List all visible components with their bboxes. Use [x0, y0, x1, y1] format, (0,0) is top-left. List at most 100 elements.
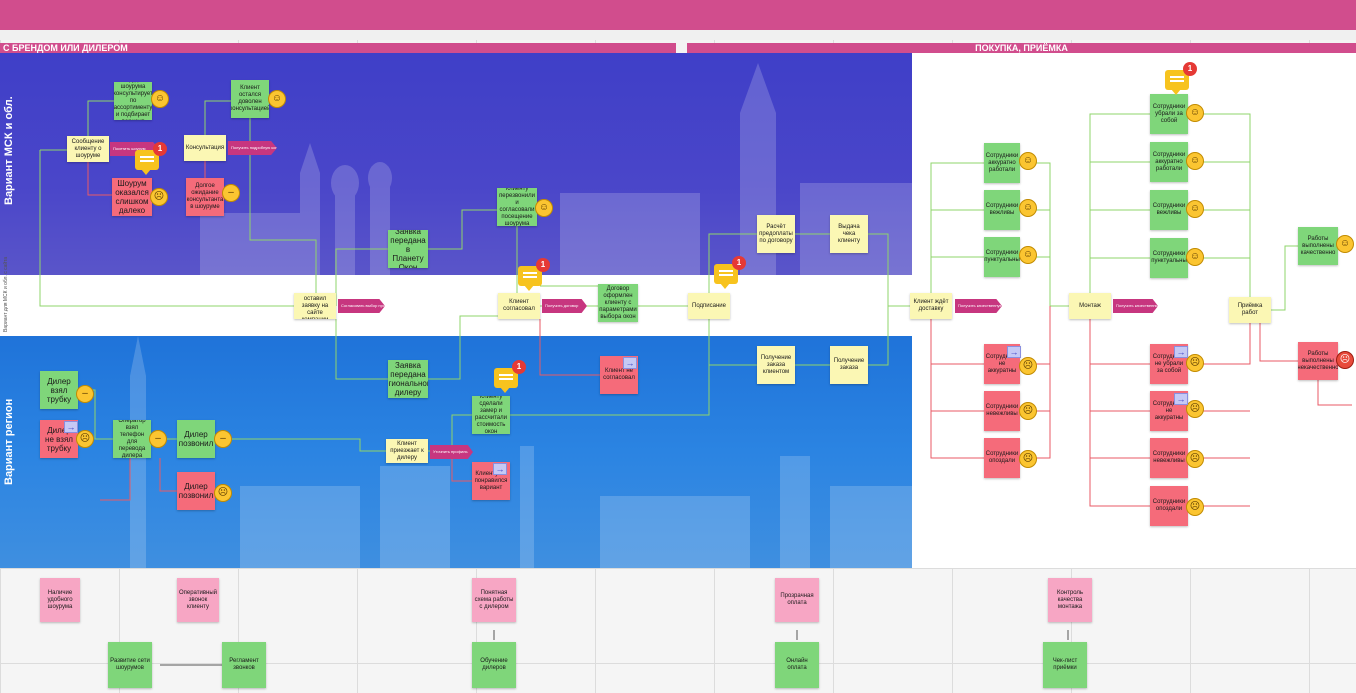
happy-face-icon: ☺ — [1186, 104, 1204, 122]
sticky-note-n29[interactable]: Сотрудники вежливы — [984, 190, 1020, 230]
sticky-note-n44[interactable]: Работы выполнены качественно — [1298, 227, 1338, 265]
goal-arrow-tag[interactable]: Получить качественную доставку — [955, 299, 1002, 313]
sticky-note-b1[interactable]: Наличие удобного шоурума — [40, 578, 80, 622]
link-arrow-icon[interactable]: → — [1007, 346, 1021, 358]
sticky-note-n12[interactable]: Подписание — [688, 293, 730, 319]
neutral-face-icon: – — [214, 430, 232, 448]
sticky-note-n41[interactable]: Сотрудники невежливы — [1150, 438, 1188, 478]
sad-face-icon: ☹ — [1019, 450, 1037, 468]
sticky-note-n43[interactable]: Приёмка работ — [1229, 297, 1271, 323]
sticky-note-n45[interactable]: Работы выполнены некачественно — [1298, 342, 1338, 380]
goal-arrow-tag[interactable]: Согласовать выбор профиля — [338, 299, 385, 313]
sticky-note-n8[interactable]: Заявка передана в Планету Окон — [388, 230, 428, 268]
happy-face-icon: ☺ — [1186, 152, 1204, 170]
comment-icon[interactable] — [494, 368, 518, 393]
sticky-note-b6[interactable]: Развитие сети шоурумов — [108, 642, 152, 688]
comment-count-badge: 1 — [512, 360, 526, 374]
sticky-note-b2[interactable]: Оперативный звонок клиенту — [177, 578, 219, 622]
stage-label-purchase: ПОКУПКА, ПРИЁМКА — [687, 43, 1356, 53]
sticky-note-n1[interactable]: Сотрудник шоурума консультирует по ассор… — [114, 82, 152, 120]
neutral-face-icon: – — [149, 430, 167, 448]
sad-face-icon: ☹ — [214, 484, 232, 502]
sad-face-icon: ☹ — [1186, 498, 1204, 516]
sticky-note-n17[interactable]: Получение заказа клиентом — [757, 346, 795, 384]
comment-icon[interactable] — [518, 266, 542, 291]
sticky-note-n4[interactable]: Консультация — [184, 135, 226, 161]
sticky-note-b7[interactable]: Регламент звонков — [222, 642, 266, 688]
comment-count-badge: 1 — [732, 256, 746, 270]
sticky-note-n2[interactable]: Клиент остался доволен консультацией — [231, 80, 269, 118]
link-arrow-icon[interactable]: → — [1174, 393, 1188, 405]
sticky-note-n27[interactable]: Клиент ждёт доставку — [910, 293, 952, 319]
sticky-note-n34[interactable]: Монтаж — [1069, 293, 1111, 319]
sticky-note-n32[interactable]: Сотрудники невежливы — [984, 391, 1020, 431]
sticky-note-n42[interactable]: Сотрудники опоздали — [1150, 486, 1188, 526]
sticky-note-b10[interactable]: Чек-лист приёмки — [1043, 642, 1087, 688]
sticky-note-b8[interactable]: Обучение дилеров — [472, 642, 516, 688]
insights-area — [0, 568, 1356, 693]
happy-face-icon: ☺ — [151, 90, 169, 108]
sticky-note-n6[interactable]: Долгое ожидание консультанта в шоуруме — [186, 178, 224, 216]
sticky-note-n24[interactable]: Клиенту сделали замер и рассчитали стоим… — [472, 396, 510, 434]
stage-label-brand: С БРЕНДОМ ИЛИ ДИЛЕРОМ — [0, 43, 676, 53]
sticky-note-n22[interactable]: Дилер позвонил — [177, 420, 215, 458]
sticky-note-n33[interactable]: Сотрудники опоздали — [984, 438, 1020, 478]
happy-face-icon: ☺ — [1019, 152, 1037, 170]
sticky-note-n18[interactable]: Получение заказа — [830, 346, 868, 384]
comment-icon[interactable] — [714, 264, 738, 289]
goal-arrow-tag[interactable]: Получить подробную консультацию — [228, 141, 277, 155]
sticky-note-n25[interactable]: Клиент приезжает к дилеру — [386, 439, 428, 463]
goal-arrow-tag[interactable]: Получить договор — [542, 299, 587, 313]
sticky-note-n9[interactable]: Клиент оставил заявку на сайте компании — [294, 293, 336, 319]
sad-face-icon: ☹ — [1336, 351, 1354, 369]
link-arrow-icon[interactable]: → — [623, 357, 637, 369]
comment-count-badge: 1 — [1183, 62, 1197, 76]
sticky-note-n7[interactable]: Клиенту перезвонили и согласовали посеще… — [497, 188, 537, 226]
sad-face-icon: ☹ — [1186, 400, 1204, 418]
sticky-note-n30[interactable]: Сотрудники пунктуальны — [984, 237, 1020, 277]
happy-face-icon: ☺ — [1186, 248, 1204, 266]
sad-face-icon: ☹ — [1019, 357, 1037, 375]
comment-count-badge: 1 — [153, 142, 167, 156]
happy-face-icon: ☺ — [535, 199, 553, 217]
sad-face-icon: ☹ — [76, 430, 94, 448]
happy-face-icon: ☺ — [268, 90, 286, 108]
sticky-note-n10[interactable]: Клиент согласовал — [498, 293, 540, 319]
comment-icon[interactable] — [135, 150, 159, 175]
sticky-note-n23[interactable]: Дилер позвонил — [177, 472, 215, 510]
sad-face-icon: ☹ — [1186, 450, 1204, 468]
sticky-note-b5[interactable]: Контроль качества монтажа — [1048, 578, 1092, 622]
header-bar — [0, 0, 1356, 30]
sticky-note-n14[interactable]: Выдача чека клиенту — [830, 215, 868, 253]
link-arrow-icon[interactable]: → — [1174, 346, 1188, 358]
sticky-note-n15[interactable]: Заявка передана региональному дилеру — [388, 360, 428, 398]
link-arrow-icon[interactable]: → — [64, 421, 78, 433]
neutral-face-icon: – — [76, 385, 94, 403]
sticky-note-n36[interactable]: Сотрудники аккуратно работали — [1150, 142, 1188, 182]
sticky-note-n38[interactable]: Сотрудники пунктуальны — [1150, 238, 1188, 278]
sticky-note-n28[interactable]: Сотрудники аккуратно работали — [984, 143, 1020, 183]
sticky-note-n13[interactable]: Расчёт предоплаты по договору — [757, 215, 795, 253]
sticky-note-n35[interactable]: Сотрудники убрали за собой — [1150, 94, 1188, 134]
comment-icon[interactable] — [1165, 70, 1189, 95]
sticky-note-n3[interactable]: Сообщение клиенту о шоуруме — [67, 136, 109, 162]
happy-face-icon: ☺ — [1019, 246, 1037, 264]
sticky-note-n11[interactable]: Договор оформлен клиенту с параметрами в… — [598, 284, 638, 322]
sticky-note-b4[interactable]: Прозрачная оплата — [775, 578, 819, 622]
sad-face-icon: ☹ — [150, 188, 168, 206]
header-spacer — [0, 30, 1356, 40]
sticky-note-b9[interactable]: Онлайн оплата — [775, 642, 819, 688]
happy-face-icon: ☺ — [1336, 235, 1354, 253]
goal-arrow-tag[interactable]: Получить качественный монтаж — [1113, 299, 1158, 313]
link-arrow-icon[interactable]: → — [493, 463, 507, 475]
sticky-note-n37[interactable]: Сотрудники вежливы — [1150, 190, 1188, 230]
comment-count-badge: 1 — [536, 258, 550, 272]
neutral-face-icon: – — [222, 184, 240, 202]
sticky-note-n5[interactable]: Шоурум оказался слишком далеко — [112, 178, 152, 216]
goal-arrow-tag[interactable]: Уточнить профиль — [430, 445, 473, 459]
sticky-note-n21[interactable]: Оператор взял телефон для перевода дилер… — [113, 420, 151, 458]
sticky-note-n39[interactable]: Сотрудники не убрали за собой — [1150, 344, 1188, 384]
sticky-note-b3[interactable]: Понятная схема работы с дилером — [472, 578, 516, 622]
sticky-note-n19[interactable]: Дилер взял трубку — [40, 371, 78, 409]
